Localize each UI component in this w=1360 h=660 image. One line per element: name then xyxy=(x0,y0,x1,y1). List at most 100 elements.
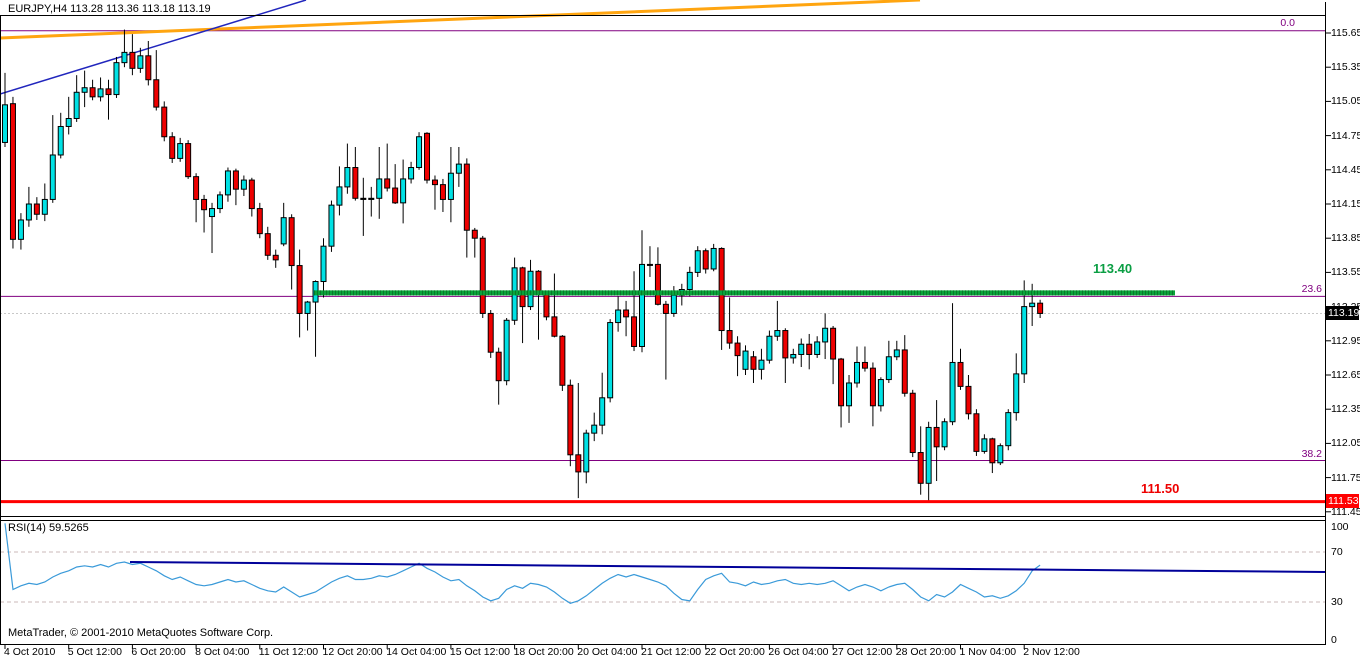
candle xyxy=(264,226,271,260)
orange-resistance-trendline[interactable] xyxy=(0,0,921,40)
candle xyxy=(933,400,940,482)
candle xyxy=(193,173,200,223)
candle xyxy=(376,147,383,219)
candle xyxy=(384,143,391,192)
candle xyxy=(981,434,988,454)
candle xyxy=(209,202,216,254)
current-price-tag: 113.19 xyxy=(1326,306,1360,320)
candle xyxy=(822,313,829,360)
candle xyxy=(1005,409,1012,451)
candle xyxy=(965,375,972,420)
candle xyxy=(917,426,924,495)
candle xyxy=(113,56,120,98)
candle xyxy=(479,235,486,318)
candle xyxy=(591,412,598,442)
candle xyxy=(288,214,295,290)
rsi-axis-label: 30 xyxy=(1331,596,1343,608)
candle xyxy=(957,348,964,390)
candle xyxy=(559,335,566,391)
candle xyxy=(495,347,502,405)
stop-level-label[interactable]: 111.50 xyxy=(1141,481,1180,496)
candle xyxy=(527,259,534,311)
candle xyxy=(551,273,558,338)
candle xyxy=(224,167,231,202)
support-level-label[interactable]: 113.40 xyxy=(1093,261,1133,276)
candle xyxy=(360,177,367,236)
candle xyxy=(89,79,96,101)
symbol-ohlc-header: EURJPY,H4 113.28 113.36 113.18 113.19 xyxy=(8,3,211,15)
candle xyxy=(838,357,845,428)
candle xyxy=(161,101,168,142)
candle xyxy=(272,249,279,268)
time-axis-label: 6 Oct 20:00 xyxy=(131,646,186,658)
price-axis-label: 111.75 xyxy=(1331,471,1360,484)
stop-price-tag: 111.53 xyxy=(1326,494,1359,508)
time-axis-label: 28 Oct 20:00 xyxy=(895,646,956,658)
candle xyxy=(861,346,868,372)
candle xyxy=(1013,353,1020,421)
candle xyxy=(368,186,375,217)
time-axis-label: 14 Oct 04:00 xyxy=(386,646,447,658)
candle xyxy=(662,300,669,380)
candle xyxy=(424,132,431,184)
time-axis-label: 15 Oct 12:00 xyxy=(449,646,511,658)
price-axis-label: 114.75 xyxy=(1331,129,1360,142)
candle xyxy=(57,112,64,159)
candle xyxy=(702,248,709,274)
candle xyxy=(798,338,805,368)
fib-label-38-2[interactable]: 38.2 xyxy=(1301,448,1322,460)
candle xyxy=(169,132,176,163)
price-axis-label: 112.35 xyxy=(1331,403,1360,416)
rsi-axis-label: 0 xyxy=(1331,633,1337,646)
time-axis-label: 11 Oct 12:00 xyxy=(258,646,319,658)
candle xyxy=(901,335,908,397)
rsi-trendline[interactable] xyxy=(129,561,1326,573)
candle xyxy=(583,429,590,484)
candle xyxy=(392,164,399,204)
time-axis-label: 2 Nov 12:00 xyxy=(1023,646,1080,658)
candle xyxy=(766,330,773,364)
candle xyxy=(997,443,1004,466)
candle xyxy=(431,175,438,210)
rsi-axis-label: 70 xyxy=(1331,546,1343,558)
price-axis-label: 112.05 xyxy=(1331,437,1360,450)
candle xyxy=(280,202,287,247)
candle xyxy=(81,70,88,108)
candle xyxy=(989,437,996,474)
candle xyxy=(216,191,223,214)
fib-label-23-6[interactable]: 23.6 xyxy=(1301,283,1322,295)
price-axis-label: 113.85 xyxy=(1331,232,1360,245)
candle xyxy=(25,186,32,227)
candle xyxy=(408,161,415,184)
time-axis-label: 26 Oct 04:00 xyxy=(768,646,829,658)
candle xyxy=(814,336,821,358)
candle xyxy=(177,137,184,162)
candle xyxy=(2,72,8,147)
candle xyxy=(575,382,582,499)
candle xyxy=(439,178,446,212)
candle xyxy=(320,238,327,298)
candle xyxy=(623,300,630,337)
candle xyxy=(65,96,72,135)
fib-label-0[interactable]: 0.0 xyxy=(1280,17,1295,29)
candle xyxy=(519,266,526,344)
price-axis-label: 115.35 xyxy=(1331,61,1360,74)
time-axis-label: 1 Nov 04:00 xyxy=(959,646,1017,658)
candle xyxy=(1021,280,1028,383)
time-axis-label: 21 Oct 12:00 xyxy=(641,646,702,658)
candle xyxy=(535,270,542,340)
price-axis-label: 112.65 xyxy=(1331,369,1360,381)
candle xyxy=(1029,283,1036,326)
candle xyxy=(487,310,494,358)
candle xyxy=(782,328,789,383)
candle xyxy=(726,297,733,349)
candle xyxy=(344,143,351,194)
time-axis-label: 4 Oct 2010 xyxy=(4,646,56,658)
candle xyxy=(973,409,980,456)
candle xyxy=(471,227,478,258)
candle xyxy=(145,40,152,86)
candle xyxy=(129,34,136,76)
candle xyxy=(631,271,638,352)
